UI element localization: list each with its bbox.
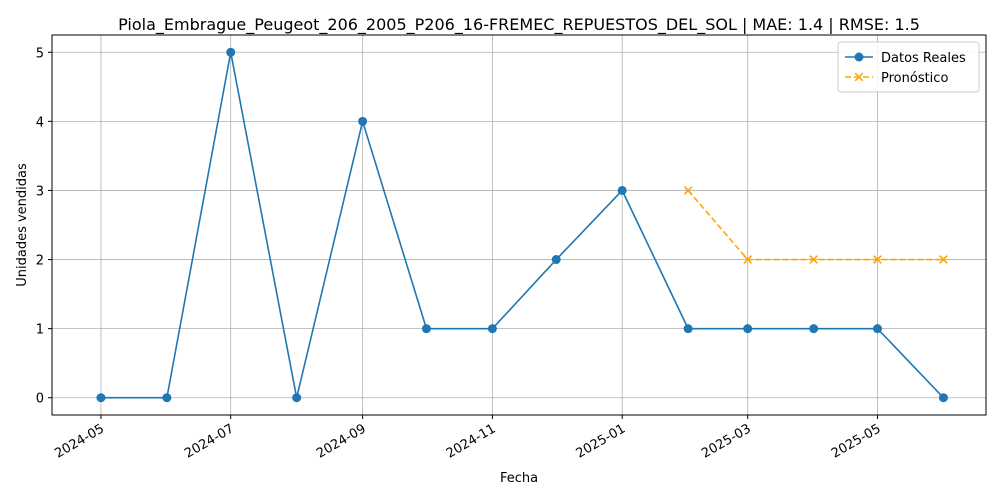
legend-item-forecast: Pronóstico xyxy=(845,71,948,86)
legend-label: Pronóstico xyxy=(881,71,948,86)
chart-title: Piola_Embrague_Peugeot_206_2005_P206_16-… xyxy=(118,15,920,35)
x-axis-ticks: 2024-05 2024-07 2024-09 2024-11 2025-01 2025-… xyxy=(52,415,883,462)
data-point-forecast xyxy=(683,186,693,195)
data-point-actual xyxy=(162,393,172,403)
y-tick-label: 5 xyxy=(36,46,44,61)
series-line-actual xyxy=(100,52,945,399)
x-tick-label: 2025-05 xyxy=(829,421,884,461)
series-layer xyxy=(96,47,948,403)
x-tick-label: 2025-01 xyxy=(574,421,629,461)
y-tick-label: 3 xyxy=(36,184,44,199)
series-forecast xyxy=(683,186,948,264)
legend-item-actual: Datos Reales xyxy=(845,51,966,66)
x-tick-label: 2024-11 xyxy=(444,421,499,461)
legend-marker xyxy=(854,72,864,82)
x-tick-label: 2024-05 xyxy=(52,421,107,461)
data-point-actual xyxy=(617,185,627,195)
y-tick-label: 4 xyxy=(36,115,44,130)
data-point-actual xyxy=(872,324,882,334)
legend-marker xyxy=(854,52,864,62)
data-point-actual xyxy=(421,324,431,334)
series-line-forecast xyxy=(687,189,944,261)
y-tick-label: 2 xyxy=(36,254,44,269)
data-point-actual xyxy=(938,393,948,403)
data-point-actual xyxy=(358,116,368,126)
x-tick-label: 2025-03 xyxy=(699,421,754,461)
y-axis-label: Unidades vendidas xyxy=(15,163,30,287)
x-axis-label: Fecha xyxy=(500,471,538,486)
data-point-actual xyxy=(743,324,753,334)
data-point-actual xyxy=(683,324,693,334)
x-tick-label: 2024-09 xyxy=(314,421,369,461)
data-point-forecast xyxy=(743,255,753,264)
y-axis-ticks: 0 1 2 3 4 5 xyxy=(36,46,52,407)
data-point-forecast xyxy=(809,255,819,264)
legend-label: Datos Reales xyxy=(881,51,966,66)
legend: Datos Reales Pronóstico xyxy=(837,41,980,93)
series-actual xyxy=(96,47,948,403)
data-point-forecast xyxy=(939,255,948,264)
data-point-forecast xyxy=(873,255,882,264)
legend-box xyxy=(837,41,980,93)
plot-frame xyxy=(51,34,987,416)
data-point-actual xyxy=(809,324,819,334)
y-tick-label: 0 xyxy=(36,392,44,407)
data-point-actual xyxy=(551,255,561,265)
y-tick-label: 1 xyxy=(36,323,44,338)
x-tick-label: 2024-07 xyxy=(182,421,237,461)
data-point-actual xyxy=(292,393,302,403)
data-point-actual xyxy=(96,393,106,403)
data-point-actual xyxy=(487,324,497,334)
data-point-actual xyxy=(226,47,236,57)
